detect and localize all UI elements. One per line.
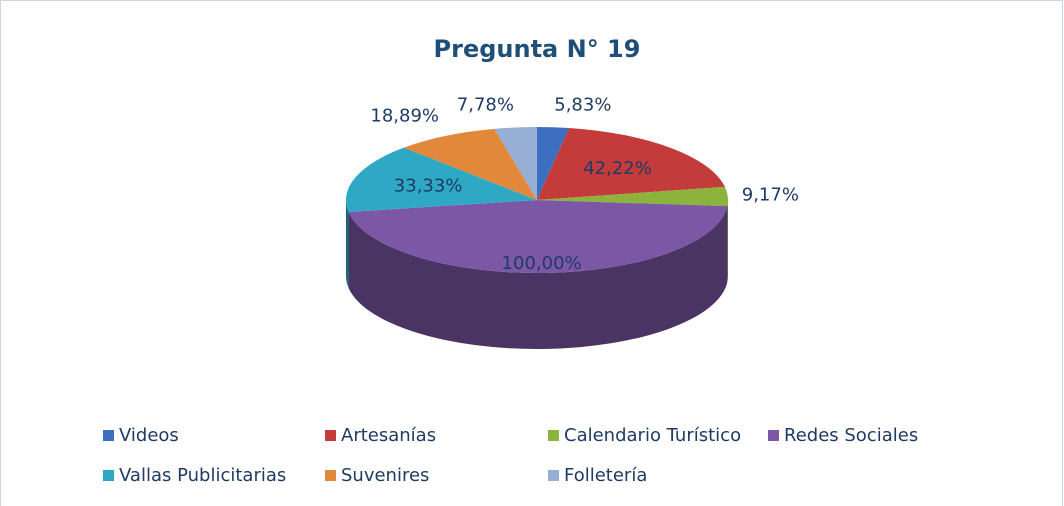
data-label: 7,78% — [457, 95, 514, 116]
legend-swatch — [325, 470, 336, 481]
legend-label: Videos — [119, 425, 179, 446]
pie-slice — [348, 200, 728, 274]
legend-swatch — [548, 430, 559, 441]
pie-slice — [537, 127, 570, 200]
legend-swatch — [325, 430, 336, 441]
pie-slice — [537, 128, 725, 200]
legend-swatch — [103, 470, 114, 481]
data-label: 18,89% — [370, 106, 439, 127]
pie-slice — [494, 127, 537, 200]
data-label: 33,33% — [394, 175, 463, 196]
legend-label: Suvenires — [341, 465, 429, 486]
data-label: 9,17% — [742, 184, 799, 205]
pie-slice-side — [727, 200, 728, 283]
pie-slice — [403, 128, 537, 200]
data-label: 42,22% — [583, 158, 652, 179]
legend-label: Folletería — [564, 465, 647, 486]
pie-slice — [537, 186, 728, 207]
pie-slice — [346, 147, 537, 212]
legend-swatch — [768, 430, 779, 441]
legend-label: Artesanías — [341, 425, 436, 446]
legend-label: Vallas Publicitarias — [119, 465, 286, 486]
legend-label: Redes Sociales — [784, 425, 918, 446]
data-label: 5,83% — [554, 94, 611, 115]
data-label: 100,00% — [502, 253, 582, 274]
legend-label: Calendario Turístico — [564, 425, 741, 446]
pie-slice-side — [346, 200, 349, 288]
chart-title: Pregunta N° 19 — [434, 35, 641, 63]
legend-swatch — [103, 430, 114, 441]
legend-swatch — [548, 470, 559, 481]
pie-slice-side — [348, 206, 728, 350]
